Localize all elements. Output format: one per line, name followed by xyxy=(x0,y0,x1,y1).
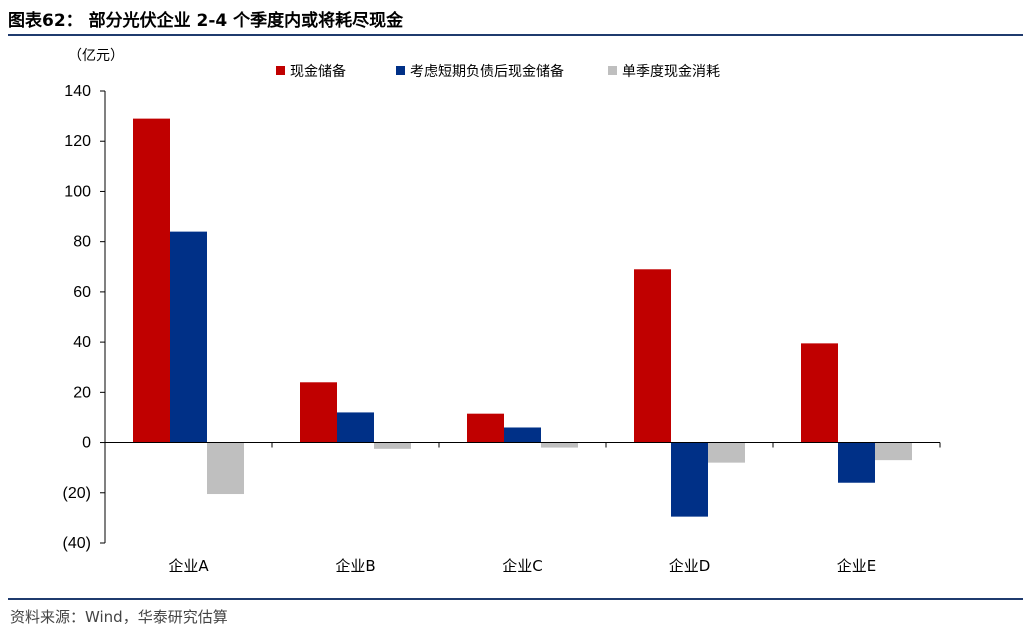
source-note: 资料来源：Wind，华泰研究估算 xyxy=(10,608,228,626)
legend-label: 单季度现金消耗 xyxy=(622,64,720,80)
y-tick-label: 60 xyxy=(73,284,91,301)
bar xyxy=(838,442,875,483)
category-label: 企业A xyxy=(168,557,209,575)
bar xyxy=(708,442,745,463)
unit-label: （亿元） xyxy=(68,48,124,64)
bar xyxy=(337,412,374,443)
bar xyxy=(207,442,244,495)
legend-swatch xyxy=(608,66,617,75)
bar-chart: （亿元） 现金储备 考虑短期负债后现金储备 单季度现金消耗 140 120 100 80 6… xyxy=(63,48,941,575)
y-tick-label: (20) xyxy=(63,485,91,502)
category-label: 企业D xyxy=(669,557,711,575)
y-axis: 140 120 100 80 60 40 20 0 (20) (40) xyxy=(63,83,106,552)
category-label: 企业C xyxy=(502,557,542,575)
category-label: 企业B xyxy=(335,557,375,575)
bar xyxy=(671,442,708,517)
y-tick-label: 120 xyxy=(64,133,91,150)
y-tick-label: 40 xyxy=(73,334,91,351)
bar xyxy=(374,442,411,449)
legend: 现金储备 考虑短期负债后现金储备 单季度现金消耗 xyxy=(276,63,720,80)
bar xyxy=(504,427,541,443)
bar xyxy=(875,442,912,461)
bar xyxy=(300,382,337,443)
y-tick-label: 140 xyxy=(64,83,91,100)
bars xyxy=(133,118,912,517)
y-tick-label: 100 xyxy=(64,183,91,200)
y-tick-label: 0 xyxy=(82,435,91,452)
legend-label: 现金储备 xyxy=(290,63,346,80)
top-divider xyxy=(8,34,1023,36)
figure-title: 图表62： 部分光伏企业 2-4 个季度内或将耗尽现金 xyxy=(8,11,404,31)
x-axis xyxy=(104,442,941,448)
bar xyxy=(541,442,578,448)
bar xyxy=(170,231,207,443)
bar xyxy=(634,269,671,443)
bar xyxy=(801,343,838,443)
y-tick-label: 20 xyxy=(73,384,91,401)
category-label: 企业E xyxy=(837,557,876,575)
legend-label: 考虑短期负债后现金储备 xyxy=(410,63,564,80)
bottom-divider xyxy=(8,598,1023,600)
legend-swatch xyxy=(276,66,285,75)
bar xyxy=(467,413,504,443)
bar xyxy=(133,118,170,443)
y-tick-label: (40) xyxy=(63,535,91,552)
legend-swatch xyxy=(396,66,405,75)
y-tick-label: 80 xyxy=(73,234,91,251)
category-labels: 企业A 企业B 企业C 企业D 企业E xyxy=(168,557,876,575)
